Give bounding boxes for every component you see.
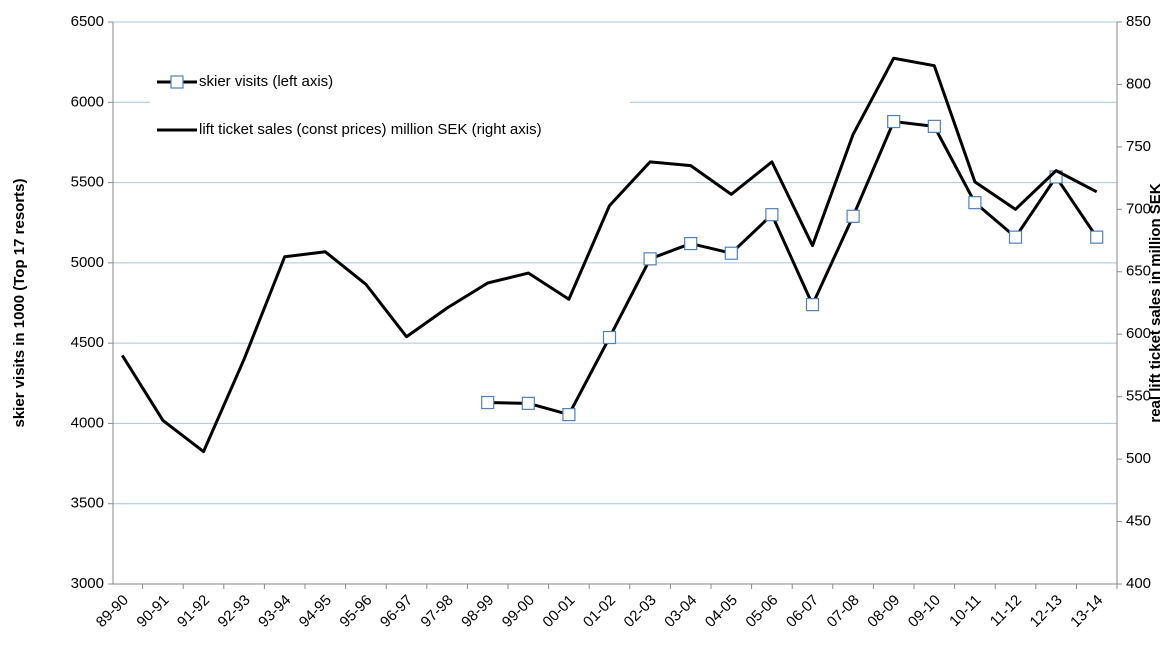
- y-tick-label: 4500: [71, 334, 104, 351]
- y2-tick-label: 650: [1126, 263, 1151, 280]
- x-tick-label: 00-01: [539, 592, 578, 631]
- data-point: [481, 395, 495, 410]
- x-tick-label: 06-07: [783, 592, 822, 631]
- data-point: [1090, 230, 1104, 244]
- data-point: [684, 236, 698, 251]
- data-point: [968, 196, 982, 210]
- y-tick-label: 6500: [71, 13, 104, 30]
- x-tick-label: 92-93: [215, 592, 254, 631]
- x-tick-label: 97-98: [418, 592, 457, 631]
- series-line: [121, 56, 1098, 454]
- data-point: [765, 208, 779, 222]
- y2-tick-label: 600: [1126, 325, 1151, 342]
- y2-tick-label: 750: [1126, 138, 1151, 155]
- x-tick-label: 10-11: [946, 592, 984, 630]
- data-point: [562, 407, 576, 422]
- legend-marker: [170, 75, 184, 89]
- data-point: [521, 396, 535, 410]
- data-point: [724, 246, 738, 260]
- y2-tick-label: 550: [1126, 388, 1151, 405]
- data-point: [846, 209, 860, 223]
- x-tick-label: 99-00: [499, 592, 538, 631]
- y2-tick-label: 500: [1126, 450, 1151, 467]
- y2-tick-label: 700: [1126, 200, 1151, 217]
- x-tick-label: 04-05: [702, 592, 741, 631]
- data-point: [805, 298, 820, 312]
- x-tick-label: 91-92: [174, 592, 213, 631]
- y-tick-label: 5500: [71, 174, 104, 191]
- y2-tick-label: 400: [1126, 575, 1151, 592]
- y-tick-label: 6000: [71, 93, 104, 110]
- legend-label: skier visits (left axis): [199, 73, 333, 90]
- data-point: [927, 119, 941, 133]
- y-tick-label: 4000: [71, 414, 104, 431]
- x-tick-label: 05-06: [742, 592, 781, 631]
- x-tick-label: 12-13: [1027, 592, 1066, 631]
- y-tick-label: 3500: [71, 495, 104, 512]
- x-tick-label: 90-91: [133, 592, 172, 631]
- legend-box: [150, 58, 630, 146]
- x-tick-label: 03-04: [661, 592, 700, 631]
- x-tick-label: 93-94: [255, 592, 294, 631]
- x-tick-label: 09-10: [905, 592, 944, 631]
- y-tick-label: 3000: [71, 575, 104, 592]
- data-point: [602, 330, 617, 345]
- y2-tick-label: 850: [1126, 13, 1151, 30]
- data-point: [1008, 230, 1023, 244]
- y2-tick-label: 450: [1126, 513, 1151, 530]
- y-tick-label: 5000: [71, 254, 104, 271]
- x-tick-label: 95-96: [336, 592, 375, 631]
- x-tick-label: 01-02: [580, 592, 619, 631]
- x-tick-label: 94-95: [296, 592, 335, 631]
- y2-axis-title: real lift ticket sales in million SEK: [1147, 183, 1164, 422]
- x-tick-label: 07-08: [824, 592, 863, 631]
- x-tick-label: 96-97: [377, 592, 416, 631]
- series-line: [487, 120, 1098, 417]
- x-tick-label: 08-09: [864, 592, 903, 631]
- data-point: [887, 114, 901, 129]
- x-tick-label: 13-14: [1067, 592, 1106, 631]
- x-tick-label: 02-03: [621, 592, 660, 631]
- x-tick-label: 98-99: [458, 592, 497, 631]
- x-tick-label: 11-12: [987, 592, 1025, 630]
- y-axis-title: skier visits in 1000 (Top 17 resorts): [11, 178, 28, 427]
- data-point: [643, 252, 657, 266]
- x-tick-label: 89-90: [93, 592, 132, 631]
- y2-tick-label: 800: [1126, 75, 1151, 92]
- legend-label: lift ticket sales (const prices) million…: [199, 121, 542, 138]
